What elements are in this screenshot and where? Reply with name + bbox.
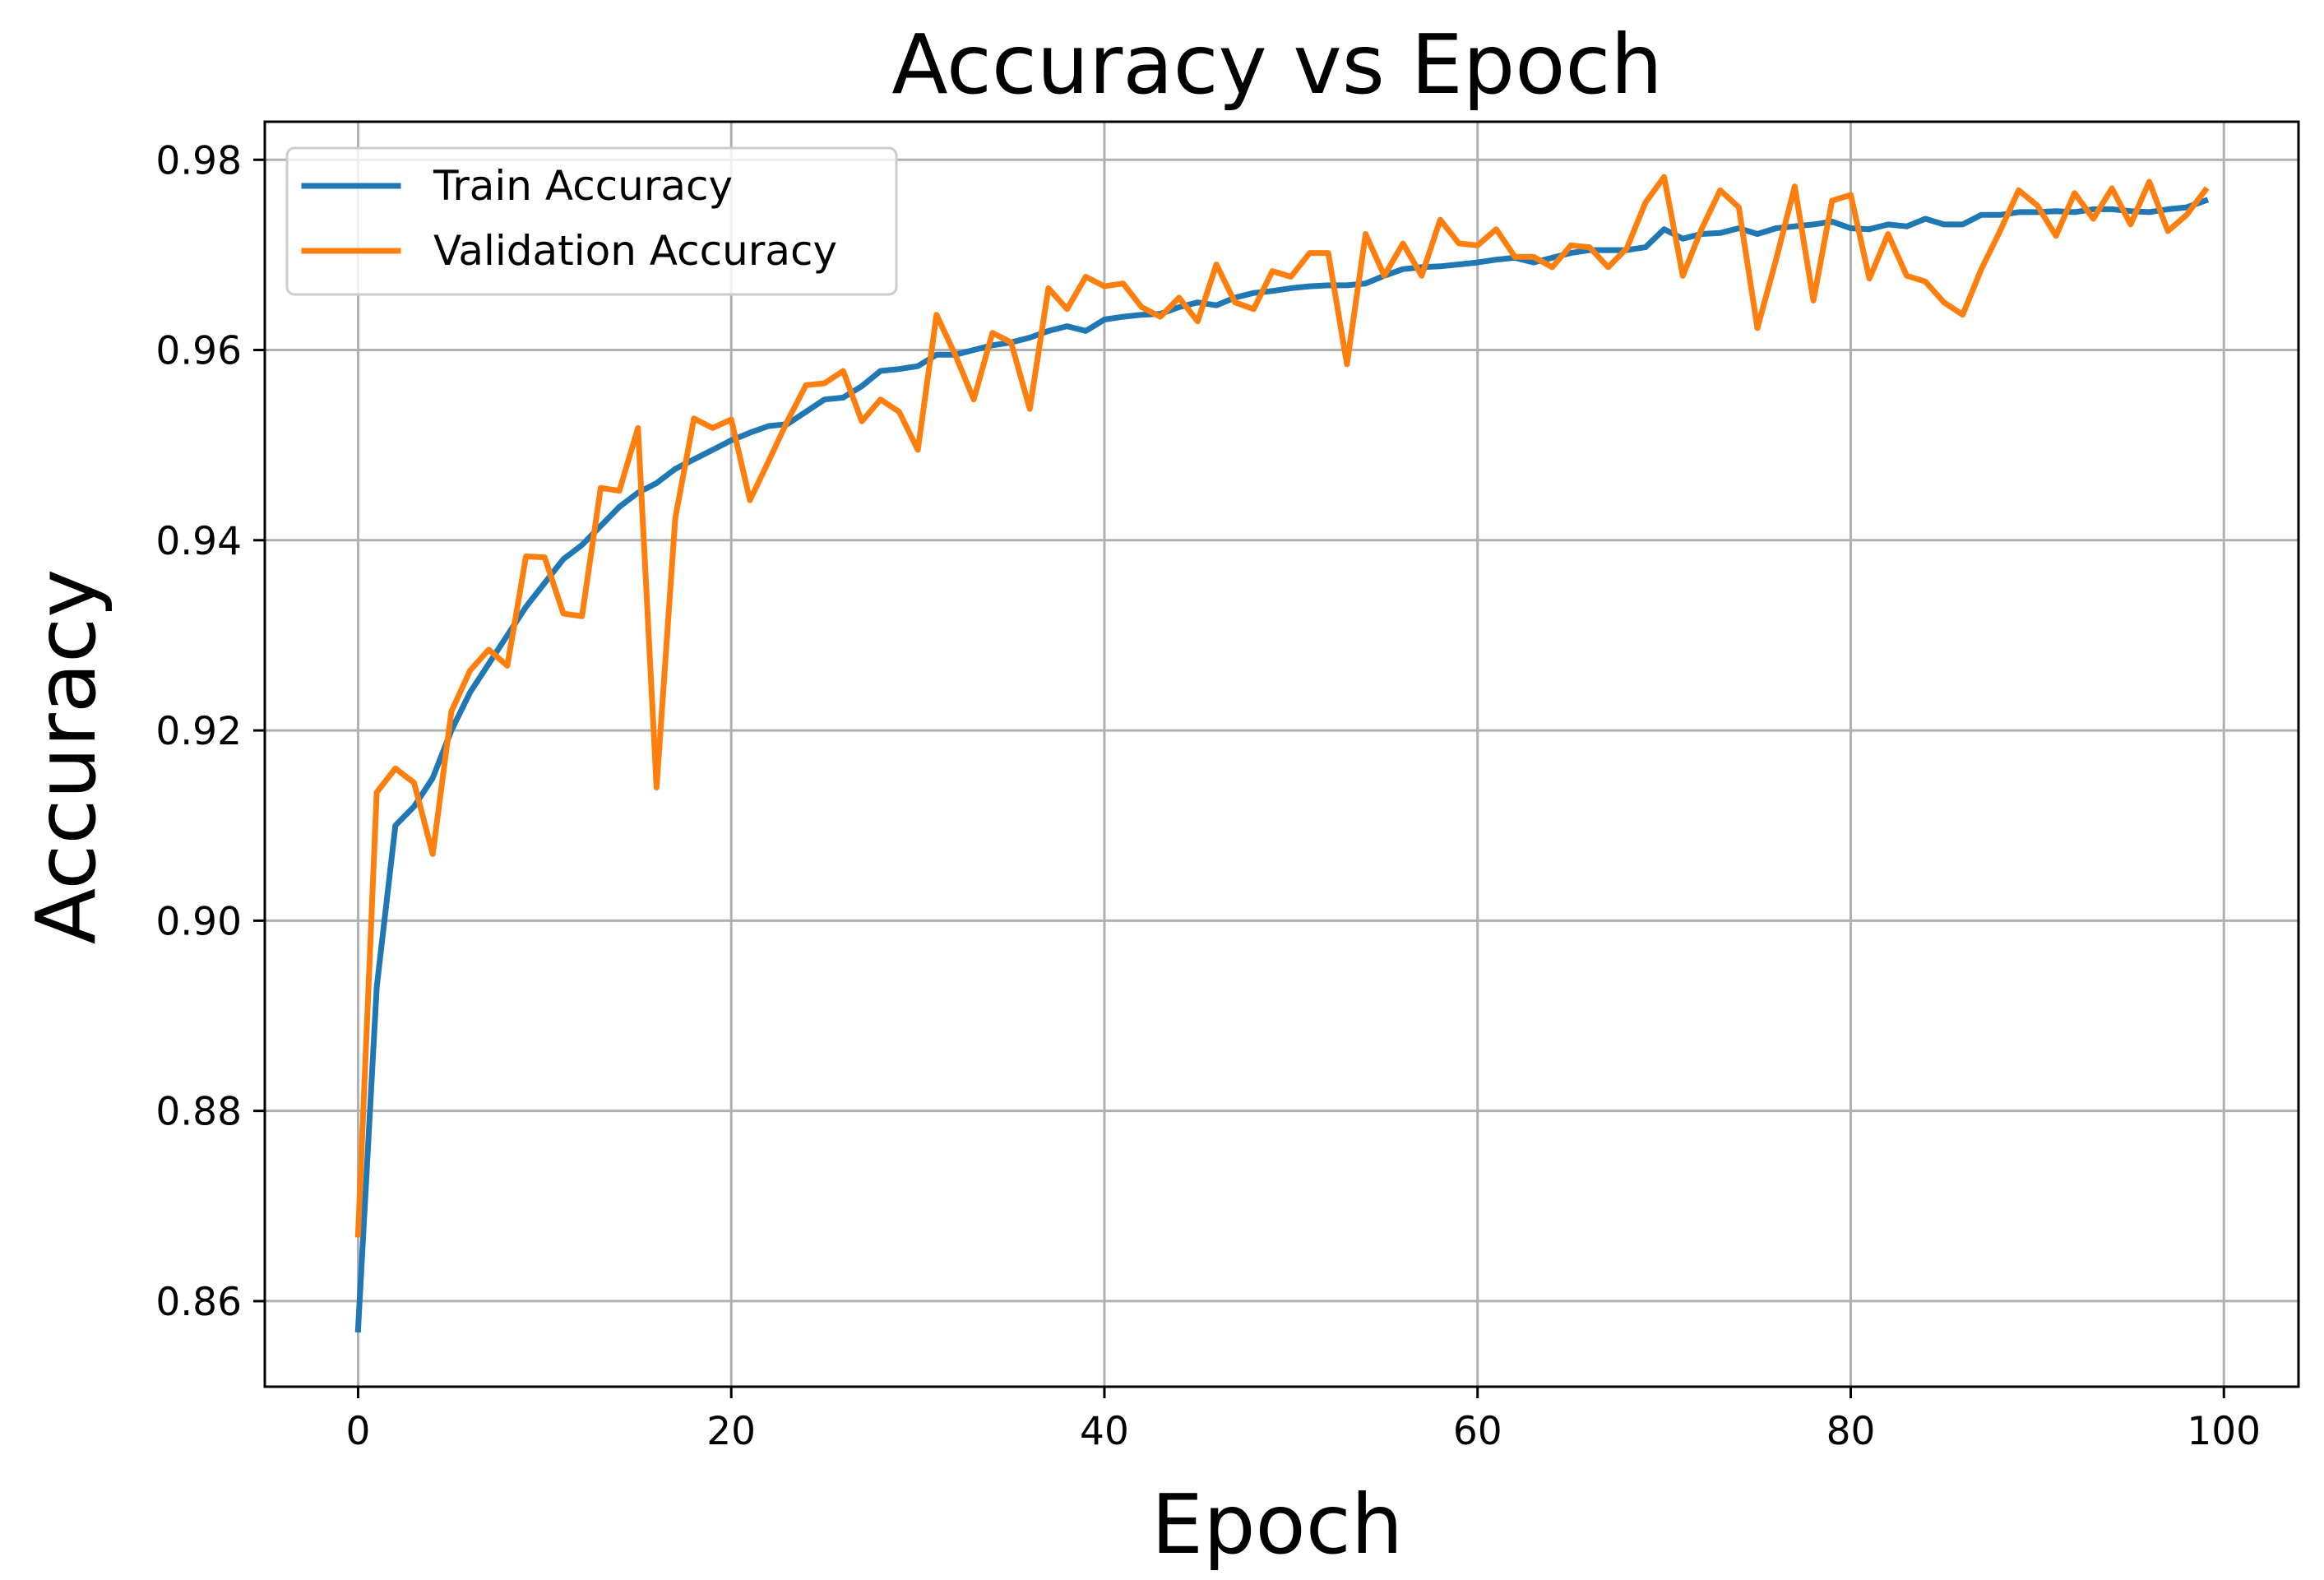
- x-tick-label: 40: [1080, 1409, 1129, 1454]
- y-tick-label: 0.88: [155, 1090, 242, 1135]
- y-tick-label: 0.86: [155, 1280, 242, 1325]
- x-tick-label: 60: [1453, 1409, 1502, 1454]
- series-line-train-accuracy: [354, 197, 2210, 1333]
- x-tick-label: 20: [706, 1409, 756, 1454]
- x-axis-label: Epoch: [1151, 1476, 1403, 1573]
- legend-label-train: Train Accuracy: [433, 162, 733, 210]
- y-tick-label: 0.96: [155, 329, 242, 374]
- axis-ticks: 0 20 40 60 80 100 0.86 0.88 0.90 0.92 0.94 0.96 0.98: [155, 138, 2261, 1454]
- series-lines: [354, 174, 2210, 1333]
- chart-title: Accuracy vs Epoch: [891, 16, 1663, 113]
- series-line-validation-accuracy: [354, 174, 2210, 1238]
- grid-lines: [265, 122, 2299, 1387]
- plot-area-frame: [263, 120, 2300, 1388]
- x-tick-label: 0: [345, 1409, 370, 1454]
- y-axis-label: Accuracy: [18, 569, 114, 945]
- x-tick-label: 100: [2187, 1409, 2261, 1454]
- y-tick-label: 0.92: [155, 709, 242, 754]
- y-tick-label: 0.94: [155, 519, 242, 564]
- legend: Train Accuracy Validation Accuracy: [285, 146, 898, 296]
- legend-label-validation: Validation Accuracy: [433, 227, 837, 275]
- y-tick-label: 0.98: [155, 138, 242, 183]
- x-tick-label: 80: [1826, 1409, 1876, 1454]
- legend-box: [285, 146, 898, 296]
- y-tick-label: 0.90: [155, 899, 242, 944]
